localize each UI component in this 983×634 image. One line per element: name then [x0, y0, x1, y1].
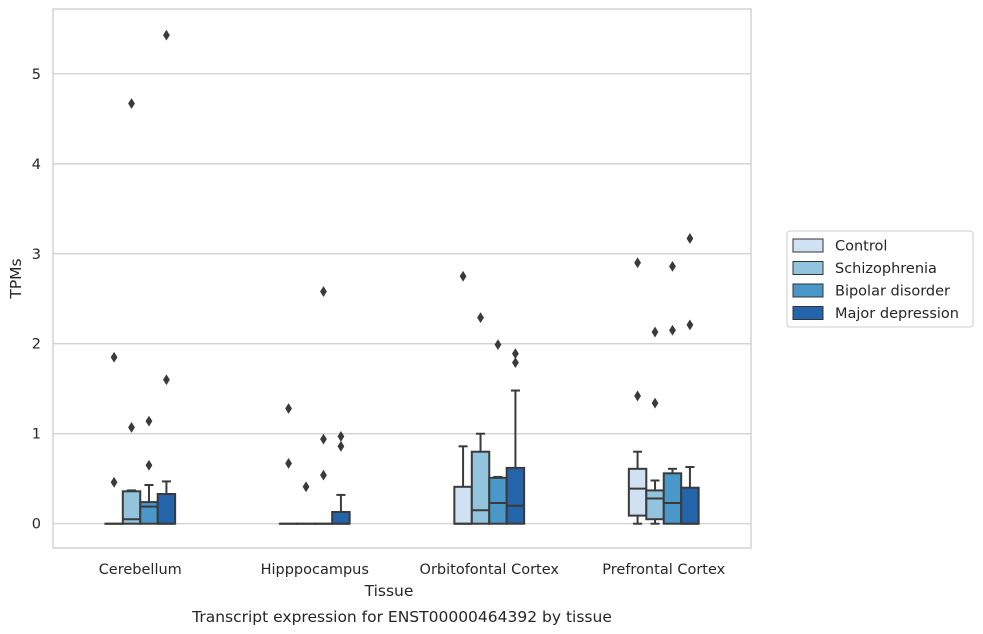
- outlier-point: [128, 422, 135, 433]
- box-group: [627, 257, 648, 525]
- outlier-point: [145, 459, 153, 471]
- outlier-point: [512, 348, 519, 360]
- box: [627, 467, 648, 517]
- boxes-layer: [104, 29, 700, 525]
- outlier-point: [110, 476, 118, 488]
- box: [488, 476, 508, 525]
- chart-caption: Transcript expression for ENST0000046439…: [191, 608, 612, 626]
- box: [139, 501, 159, 525]
- outlier-point: [128, 98, 135, 109]
- outlier-point: [477, 312, 484, 324]
- outlier-point: [459, 270, 467, 282]
- outlier-point: [320, 286, 327, 297]
- outlier-point: [163, 374, 170, 386]
- box: [470, 450, 491, 525]
- box-group: [645, 326, 665, 525]
- box-group: [662, 260, 683, 525]
- outlier-point: [337, 431, 345, 442]
- outlier-point: [163, 29, 170, 41]
- legend-frame: [786, 230, 974, 328]
- outlier-point: [320, 433, 327, 445]
- legend-label: Bipolar disorder: [835, 284, 950, 300]
- outlier-point: [686, 233, 694, 244]
- legend-label: Major depression: [835, 306, 959, 322]
- outlier-point: [634, 390, 641, 402]
- outlier-point: [669, 324, 676, 336]
- outlier-point: [145, 415, 153, 427]
- x-axis-label: Tissue: [364, 582, 414, 600]
- legend-swatch: [792, 261, 824, 275]
- x-tick-label: Cerebellum: [99, 562, 182, 578]
- box: [662, 472, 683, 525]
- box-group: [278, 403, 299, 525]
- box-group: [139, 415, 159, 525]
- legend-label: Control: [835, 239, 887, 255]
- box: [453, 485, 473, 525]
- outlier-point: [686, 319, 694, 331]
- outlier-point: [651, 326, 659, 338]
- box-group: [156, 29, 177, 525]
- outlier-point: [320, 469, 327, 481]
- box: [680, 486, 700, 525]
- outlier-point: [285, 403, 292, 414]
- box: [331, 511, 351, 525]
- x-axis-ticks: Cerebellum Hipppocampus Orbitofontal Corte…: [99, 562, 726, 578]
- outlier-point: [302, 481, 310, 493]
- x-tick-label: Orbitofontal Cortex: [420, 562, 560, 578]
- outlier-point: [651, 397, 659, 409]
- box-group: [296, 481, 316, 525]
- y-tick-label: 0: [32, 517, 41, 533]
- box: [645, 489, 665, 521]
- legend-swatch: [792, 306, 824, 320]
- x-tick-label: Prefrontal Cortex: [602, 562, 725, 578]
- box-group: [121, 98, 142, 525]
- outlier-point: [285, 458, 292, 469]
- y-axis-ticks: 0 1 2 3 4 5: [32, 67, 41, 533]
- box-group: [104, 351, 124, 525]
- box-group: [313, 286, 334, 525]
- legend-swatch: [792, 283, 824, 298]
- box: [505, 466, 526, 525]
- box-group: [488, 339, 508, 525]
- legend-swatch: [792, 238, 824, 253]
- y-tick-label: 1: [32, 427, 41, 443]
- y-tick-label: 3: [32, 247, 41, 263]
- y-axis-label: TPMs: [7, 258, 25, 299]
- box-group: [680, 233, 700, 525]
- box-group: [453, 270, 473, 525]
- outlier-point: [337, 440, 345, 452]
- outlier-point: [634, 257, 641, 269]
- box-group: [505, 348, 526, 525]
- y-tick-label: 5: [32, 67, 41, 83]
- legend: Control Schizophrenia Bipolar disorder Majo…: [786, 230, 974, 328]
- outlier-point: [494, 339, 502, 351]
- y-tick-label: 4: [32, 157, 41, 173]
- plot-frame: [52, 8, 752, 549]
- outlier-point: [669, 260, 676, 272]
- box-group: [331, 431, 351, 525]
- outlier-point: [512, 357, 519, 369]
- grid-layer: [53, 73, 751, 525]
- legend-label: Schizophrenia: [835, 261, 937, 277]
- x-tick-label: Hipppocampus: [261, 562, 369, 578]
- box: [156, 493, 177, 525]
- y-tick-label: 2: [32, 337, 41, 353]
- outlier-point: [110, 351, 118, 363]
